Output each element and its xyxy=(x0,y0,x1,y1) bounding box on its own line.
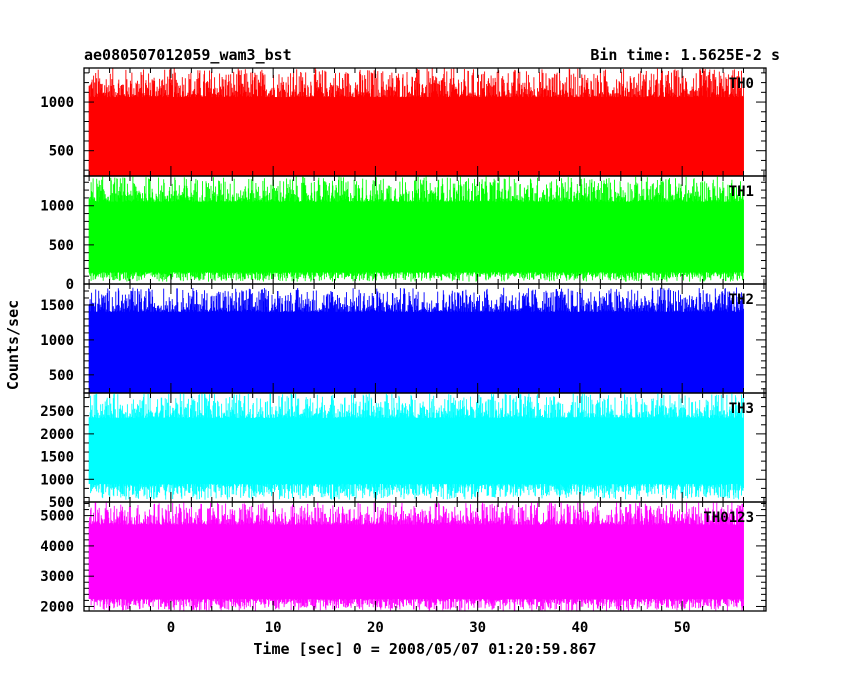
y-tick-label: 3000 xyxy=(40,569,74,585)
y-tick-label: 500 xyxy=(49,368,74,384)
series-line-th0 xyxy=(88,68,744,176)
x-axis-label: Time [sec] 0 = 2008/05/07 01:20:59.867 xyxy=(253,640,596,658)
y-tick-label: 4000 xyxy=(40,539,74,555)
y-tick-label: 1000 xyxy=(40,333,74,349)
x-tick-label: 0 xyxy=(167,620,175,636)
panel-th1: 0 500 1000 TH1 xyxy=(40,175,767,293)
y-tick-label: 2000 xyxy=(40,427,74,443)
y-axis-label: Counts/sec xyxy=(4,300,22,390)
y-tick-label: 1000 xyxy=(40,472,74,488)
panel-label-th3: TH3 xyxy=(729,401,754,417)
y-tick-label: 1500 xyxy=(40,450,74,466)
x-tick-label: 40 xyxy=(571,620,588,636)
panel-th3: 500 1000 1500 2000 2500 TH3 xyxy=(40,392,767,511)
y-tick-label: 1500 xyxy=(40,298,74,314)
panel-frame xyxy=(83,501,767,612)
y-tick-label: 500 xyxy=(49,238,74,254)
panel-label-th0123: TH0123 xyxy=(703,510,754,526)
x-tick-label: 20 xyxy=(367,620,384,636)
series-line-th3 xyxy=(88,393,744,500)
panel-label-th2: TH2 xyxy=(729,292,754,308)
x-tick-label: 10 xyxy=(265,620,282,636)
panel-label-th0: TH0 xyxy=(729,76,754,92)
y-tick-label: 1000 xyxy=(40,95,74,111)
series-line-th2 xyxy=(88,287,744,393)
y-tick-label: 2500 xyxy=(40,404,74,420)
panel-th0123: 2000 3000 4000 5000 TH0123 xyxy=(40,501,767,615)
panel-th0: 500 1000 TH0 xyxy=(40,67,767,177)
y-tick-label: 2000 xyxy=(40,599,74,615)
y-tick-label: 0 xyxy=(66,277,74,293)
y-tick-label: 500 xyxy=(49,495,74,511)
series-line-th0123 xyxy=(88,502,744,611)
y-tick-label: 500 xyxy=(49,144,74,160)
y-tick-label: 1000 xyxy=(40,199,74,215)
chart-title: ae080507012059_wam3_bst xyxy=(84,46,292,64)
y-tick-label: 5000 xyxy=(40,509,74,525)
panels: 500 1000 TH0 0 500 1000 TH1 500 1000 1500 TH2 500 10… xyxy=(40,67,767,615)
panel-label-th1: TH1 xyxy=(729,184,754,200)
series-line-th1 xyxy=(88,176,744,282)
x-tick-label: 30 xyxy=(469,620,486,636)
x-tick-label: 50 xyxy=(674,620,691,636)
bin-time-label: Bin time: 1.5625E-2 s xyxy=(590,46,780,64)
x-tick-labels: 0 10 20 30 40 50 xyxy=(167,620,691,636)
panel-th2: 500 1000 1500 TH2 xyxy=(40,283,767,394)
